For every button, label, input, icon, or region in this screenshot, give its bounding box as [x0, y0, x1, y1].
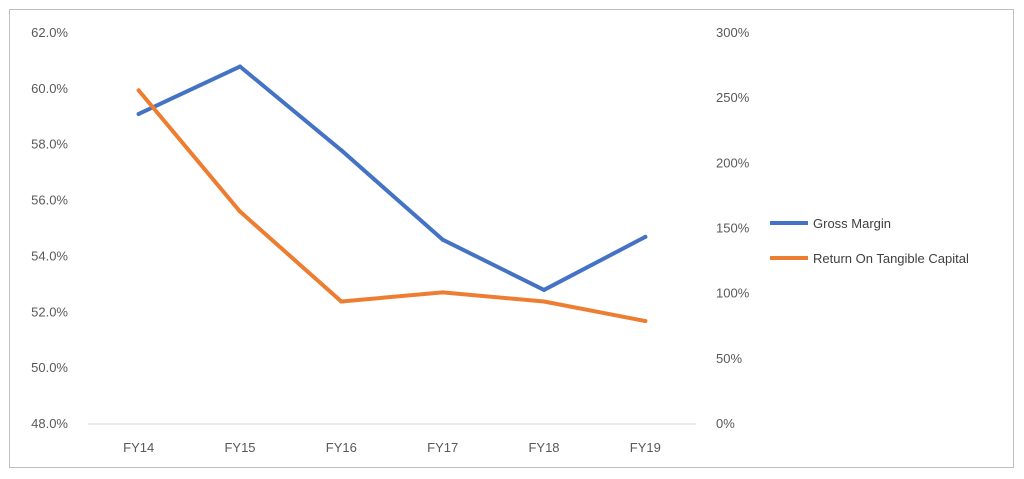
- right-tick-label: 250%: [716, 90, 750, 105]
- data-point-return-on-tangible-capital: [136, 88, 141, 93]
- data-point-gross-margin: [238, 64, 242, 69]
- legend-label-gross-margin: Gross Margin: [813, 216, 891, 231]
- data-point-return-on-tangible-capital: [238, 209, 242, 214]
- series-line-return-on-tangible-capital: [136, 88, 648, 324]
- legend: Gross Margin Return On Tangible Capital: [770, 216, 969, 266]
- x-tick-label: FY18: [528, 440, 559, 455]
- left-tick-label: 48.0%: [31, 416, 68, 431]
- x-tick-label: FY14: [123, 440, 154, 455]
- right-tick-label: 0%: [716, 416, 735, 431]
- right-tick-label: 200%: [716, 155, 750, 170]
- data-point-gross-margin: [542, 287, 546, 292]
- data-point-gross-margin: [136, 111, 141, 116]
- data-point-gross-margin: [339, 148, 344, 153]
- data-point-return-on-tangible-capital: [339, 299, 344, 304]
- left-tick-label: 52.0%: [31, 304, 68, 319]
- x-tick-label: FY16: [326, 440, 357, 455]
- left-tick-label: 50.0%: [31, 360, 68, 375]
- series-lines: [136, 64, 648, 324]
- right-tick-label: 50%: [716, 351, 742, 366]
- chart-frame: [9, 9, 1014, 468]
- right-axis-ticks: 0% 50% 100% 150% 200% 250% 300%: [716, 25, 750, 431]
- left-axis-ticks: 48.0% 50.0% 52.0% 54.0% 56.0% 58.0% 60.0% 62.0%: [31, 25, 68, 431]
- data-point-return-on-tangible-capital: [542, 299, 546, 304]
- data-point-gross-margin: [440, 237, 445, 242]
- right-tick-label: 300%: [716, 25, 750, 40]
- left-tick-label: 54.0%: [31, 248, 68, 263]
- left-tick-label: 60.0%: [31, 81, 68, 96]
- legend-item-return-on-tangible-capital: Return On Tangible Capital: [770, 251, 969, 266]
- right-tick-label: 100%: [716, 286, 750, 301]
- left-tick-label: 62.0%: [31, 25, 68, 40]
- data-point-return-on-tangible-capital: [643, 319, 648, 324]
- left-tick-label: 58.0%: [31, 137, 68, 152]
- series-line-gross-margin: [136, 64, 648, 292]
- legend-item-gross-margin: Gross Margin: [770, 216, 891, 231]
- left-tick-label: 56.0%: [31, 193, 68, 208]
- legend-label-return-on-tangible-capital: Return On Tangible Capital: [813, 251, 969, 266]
- data-point-return-on-tangible-capital: [440, 290, 445, 295]
- x-tick-label: FY15: [224, 440, 255, 455]
- x-tick-label: FY19: [630, 440, 661, 455]
- x-axis-ticks: FY14 FY15 FY16 FY17 FY18 FY19: [123, 440, 661, 455]
- right-tick-label: 150%: [716, 221, 750, 236]
- x-tick-label: FY17: [427, 440, 458, 455]
- data-point-gross-margin: [643, 234, 648, 239]
